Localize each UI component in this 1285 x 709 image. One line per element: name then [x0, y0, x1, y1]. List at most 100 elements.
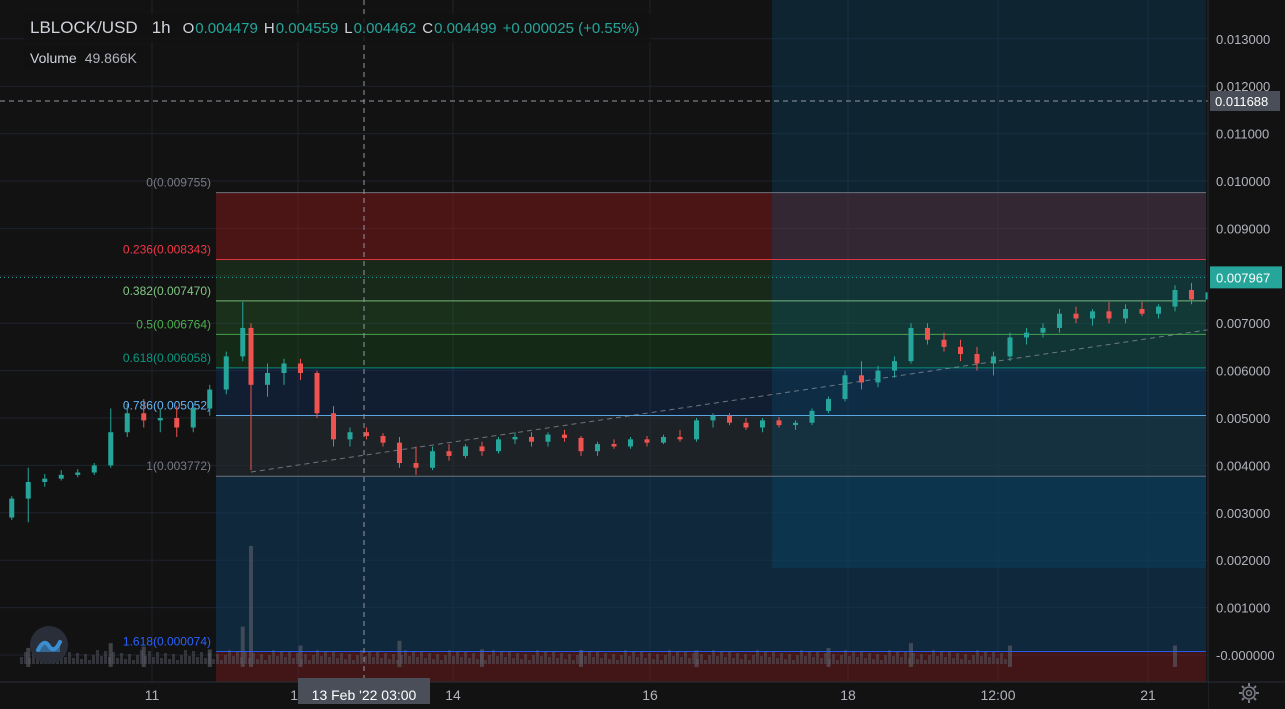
- fib-level-label: 0.236(0.008343): [123, 243, 211, 257]
- candle-body: [1172, 290, 1178, 307]
- volume-bar: [752, 655, 755, 664]
- volume-bar: [204, 658, 207, 664]
- time-axis-bg: [0, 682, 1208, 709]
- fib-zone-extension: [216, 651, 1206, 682]
- volume-bar: [392, 654, 395, 664]
- volume-bar: [240, 626, 245, 667]
- candle-body: [1123, 308, 1128, 319]
- volume-bar: [912, 653, 915, 664]
- fib-zone: [216, 334, 1206, 368]
- volume-bar: [960, 659, 963, 664]
- volume-bar: [284, 657, 287, 664]
- volume-bar: [980, 656, 983, 664]
- volume-bar: [476, 659, 479, 664]
- candle-body: [364, 432, 369, 437]
- volume-bar: [736, 653, 739, 664]
- candle-body: [611, 444, 617, 447]
- timeframe-label[interactable]: 1h: [151, 18, 171, 37]
- price-tick-label: 0.013000: [1216, 32, 1270, 47]
- volume-bar: [280, 651, 283, 664]
- volume-bar: [528, 660, 531, 664]
- price-tick-label: -0.000000: [1216, 648, 1275, 663]
- volume-bar: [488, 655, 491, 664]
- volume-bar: [132, 660, 135, 664]
- trend-line: [250, 317, 1285, 473]
- volume-bar: [64, 657, 67, 664]
- time-tick-label: 21: [1140, 687, 1156, 703]
- volume-bar: [452, 656, 455, 664]
- volume-bar: [952, 658, 955, 664]
- price-tick-label: 0.002000: [1216, 553, 1270, 568]
- volume-bar: [676, 651, 679, 664]
- gear-icon[interactable]: [1238, 682, 1260, 704]
- price-tick-label: 0.007000: [1216, 316, 1270, 331]
- volume-bar: [176, 660, 179, 664]
- volume-bar: [568, 654, 571, 664]
- volume-bar: [320, 656, 323, 664]
- volume-bar: [688, 658, 691, 664]
- volume-bar: [460, 657, 463, 664]
- volume-bar: [880, 660, 883, 664]
- volume-bar: [636, 657, 639, 664]
- candle-body: [859, 375, 864, 383]
- volume-bar: [644, 658, 647, 664]
- volume-bar: [868, 653, 871, 664]
- candle-body: [925, 327, 930, 340]
- candle-body: [248, 327, 254, 385]
- candle-body: [941, 339, 947, 347]
- volume-bar: [748, 660, 751, 664]
- volume-bar: [896, 651, 899, 664]
- candle-body: [776, 420, 782, 426]
- volume-bar: [180, 655, 183, 664]
- volume-bar: [372, 657, 375, 664]
- volume-bar: [900, 657, 903, 664]
- last-price-badge: [1210, 266, 1282, 289]
- volume-bar: [944, 657, 947, 664]
- candle-body: [223, 356, 229, 390]
- price-tick-label: 0.009000: [1216, 221, 1270, 236]
- volume-bar: [804, 656, 807, 664]
- volume-bar: [160, 658, 163, 664]
- volume-bar: [772, 652, 775, 664]
- volume-bar: [612, 654, 615, 664]
- volume-legend[interactable]: Volume 49.866K: [24, 46, 143, 70]
- volume-bar: [1008, 645, 1012, 667]
- time-tick-label: 16: [642, 687, 658, 703]
- volume-bar: [196, 657, 199, 664]
- volume-bar: [728, 652, 731, 664]
- crosshair-time-badge: [298, 678, 430, 704]
- tradingview-logo-icon[interactable]: [30, 626, 68, 664]
- candle-body: [892, 361, 897, 371]
- volume-bar: [1004, 659, 1007, 664]
- fib-zone: [216, 415, 1206, 477]
- volume-bar: [136, 655, 139, 664]
- volume-bar: [604, 653, 607, 664]
- candle-body: [207, 389, 213, 409]
- volume-bar: [968, 660, 971, 664]
- candle-body: [710, 415, 716, 421]
- candle-body: [265, 372, 270, 385]
- volume-bar: [264, 660, 267, 664]
- volume-bar: [656, 654, 659, 664]
- volume-bar: [940, 651, 943, 664]
- volume-bar: [828, 659, 831, 664]
- price-tick-label: 0.005000: [1216, 411, 1270, 426]
- volume-bar: [364, 656, 367, 664]
- volume-bar: [796, 655, 799, 664]
- volume-bar: [764, 651, 767, 664]
- volume-bar: [992, 652, 995, 664]
- volume-bar: [732, 658, 735, 664]
- volume-bar: [32, 653, 35, 664]
- price-tick-label: 0.011000: [1216, 127, 1269, 142]
- volume-bar: [352, 660, 355, 664]
- volume-bar: [184, 650, 187, 664]
- volume-bar: [694, 650, 699, 667]
- symbol-label[interactable]: LBLOCK/USD: [30, 18, 138, 37]
- volume-bar: [480, 654, 483, 664]
- volume-bar: [68, 652, 71, 664]
- candle-body: [108, 432, 114, 466]
- candle-body: [430, 451, 435, 468]
- volume-bar: [316, 650, 319, 664]
